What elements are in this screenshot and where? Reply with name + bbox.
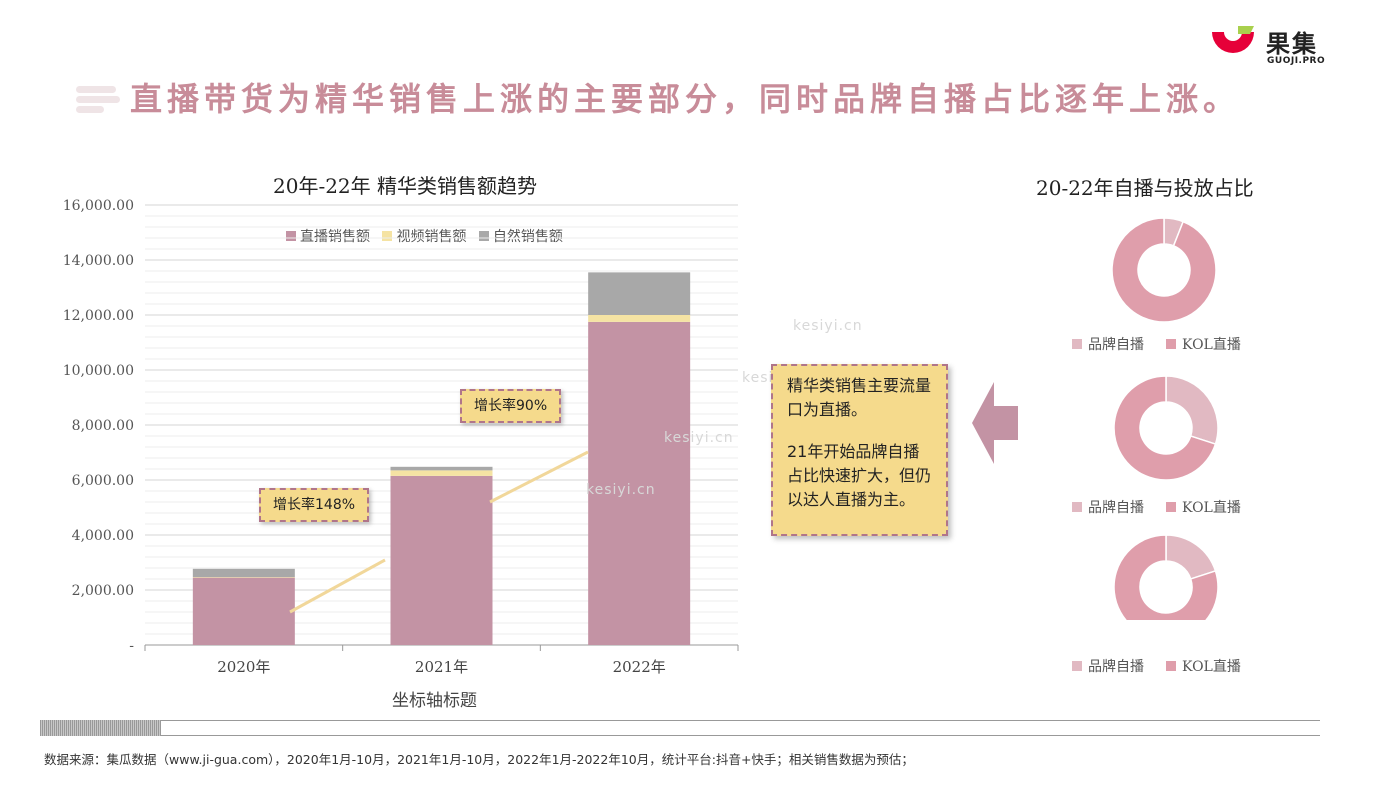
donut-legend-3: 品牌自播 KOL直播 <box>1072 656 1263 676</box>
donut-legend-1: 品牌自播 KOL直播 <box>1072 334 1263 354</box>
bar-segment <box>588 315 691 322</box>
note-line-2: 21年开始品牌自播占比快速扩大，但仍以达人直播为主。 <box>787 442 932 509</box>
legend-label-live: 直播销售额 <box>300 229 370 245</box>
legend-label-brand: 品牌自播 <box>1088 500 1144 516</box>
legend-swatch-brand <box>1072 661 1082 671</box>
bar-segment <box>390 470 493 476</box>
y-tick-label: 12,000.00 <box>63 308 134 324</box>
legend-swatch-natural <box>478 231 489 241</box>
legend-swatch-video <box>382 231 393 241</box>
legend-swatch-brand <box>1072 339 1082 349</box>
y-tick-label: 14,000.00 <box>63 253 134 269</box>
logo-text: 果集 <box>1266 30 1318 58</box>
y-tick-label: 6,000.00 <box>72 473 134 489</box>
data-source-footer: 数据来源：集瓜数据（www.ji-gua.com），2020年1月-10月，20… <box>44 752 914 767</box>
y-tick-label: 2,000.00 <box>72 583 134 599</box>
growth-callout-2021: 增长率148% <box>259 488 370 522</box>
page-progress-track <box>40 720 1320 736</box>
growth-line-2022 <box>489 450 589 504</box>
legend-label-natural: 自然销售额 <box>492 229 563 245</box>
x-tick-label: 2020年 <box>217 658 270 676</box>
left-arrow-icon <box>972 382 1018 464</box>
insight-note: 精华类销售主要流量口为直播。 21年开始品牌自播占比快速扩大，但仍以达人直播为主… <box>771 364 948 536</box>
donut-slice-kol <box>1111 217 1217 323</box>
y-tick-label: 8,000.00 <box>72 418 134 434</box>
donut-slice-brand <box>1165 375 1219 446</box>
bar-chart: - 2,000.00 4,000.00 6,000.00 8,000.00 10,000.… <box>63 198 739 676</box>
page-headline: 直播带货为精华销售上涨的主要部分，同时品牌自播占比逐年上涨。 <box>130 80 1241 118</box>
watermark: kesiyi.cn <box>586 482 656 498</box>
bar-chart-legend: 直播销售额 视频销售额 自然销售额 <box>278 226 563 246</box>
legend-swatch-kol <box>1166 502 1176 512</box>
x-tick-label: 2021年 <box>415 658 468 676</box>
y-tick-label: - <box>129 638 134 654</box>
legend-swatch-brand <box>1072 502 1082 512</box>
legend-swatch-live <box>286 231 296 241</box>
legend-swatch-kol <box>1166 661 1176 671</box>
legend-label-kol: KOL直播 <box>1182 500 1241 516</box>
bar-segment <box>192 568 295 578</box>
guoji-logo-icon <box>1212 26 1254 53</box>
logo-subtext: GUOJI.PRO <box>1267 56 1326 66</box>
bar-chart-title: 20年-22年 精华类销售额趋势 <box>273 174 538 198</box>
y-tick-label: 4,000.00 <box>72 528 134 544</box>
donut-slice-kol <box>1113 534 1219 620</box>
legend-label-kol: KOL直播 <box>1182 659 1241 675</box>
watermark: kesiyi.cn <box>793 318 863 334</box>
donut-slice-kol <box>1113 375 1217 481</box>
donut-charts <box>1111 217 1219 620</box>
watermark: kesiyi.cn <box>664 430 734 446</box>
donut-chart-title: 20-22年自播与投放占比 <box>1036 176 1254 200</box>
bar-segment <box>192 577 295 645</box>
y-tick-label: 10,000.00 <box>63 363 134 379</box>
bar-segment <box>390 466 493 471</box>
legend-label-video: 视频销售额 <box>396 229 467 245</box>
bar-segment <box>588 272 691 315</box>
note-line-1: 精华类销售主要流量口为直播。 <box>787 376 932 419</box>
y-tick-label: 16,000.00 <box>63 198 134 214</box>
legend-swatch-kol <box>1166 339 1176 349</box>
bar-segment <box>390 475 493 645</box>
page-progress-fill <box>40 720 161 736</box>
legend-label-brand: 品牌自播 <box>1088 337 1144 353</box>
legend-label-kol: KOL直播 <box>1182 337 1241 353</box>
x-axis-title: 坐标轴标题 <box>392 691 477 711</box>
x-tick-label: 2022年 <box>613 658 666 676</box>
bar-segment <box>588 321 691 645</box>
menu-lines-decoration <box>76 86 120 116</box>
growth-line-2021 <box>289 558 386 614</box>
donut-legend-2: 品牌自播 KOL直播 <box>1072 497 1263 517</box>
growth-callout-2022: 增长率90% <box>460 389 562 423</box>
bar-segment <box>192 577 295 578</box>
legend-label-brand: 品牌自播 <box>1088 659 1144 675</box>
donut-slice-brand <box>1165 534 1217 580</box>
